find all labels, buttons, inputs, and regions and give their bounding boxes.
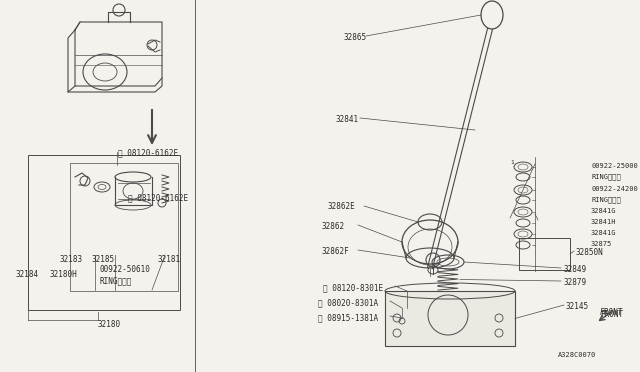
Text: Ⓑ 08120-6162E: Ⓑ 08120-6162E [128,193,188,202]
Text: 32185: 32185 [92,255,115,264]
Text: 32180H: 32180H [50,270,77,279]
Text: RINGリング: RINGリング [591,196,621,203]
Bar [70,163,178,291]
Text: 32862: 32862 [322,222,345,231]
Text: Ⓑ 08020-8301A: Ⓑ 08020-8301A [318,298,378,307]
Text: 32841G: 32841G [591,230,616,236]
Text: 32862E: 32862E [328,202,356,211]
Text: Ⓑ 08120-8301E: Ⓑ 08120-8301E [323,283,383,292]
Text: 32183: 32183 [60,255,83,264]
Text: 32841: 32841 [335,115,358,124]
Bar [28,155,180,310]
Text: Ⓢ 08915-1381A: Ⓢ 08915-1381A [318,313,378,322]
Text: 00922-24200: 00922-24200 [591,186,637,192]
Text: 32145: 32145 [566,302,589,311]
Text: 32879: 32879 [563,278,586,287]
Bar [519,238,570,270]
Text: 32865: 32865 [343,33,366,42]
Text: Ⓑ 08120-6162E: Ⓑ 08120-6162E [118,148,178,157]
Text: 00922-50610: 00922-50610 [100,265,151,274]
Text: A328C0070: A328C0070 [558,352,596,358]
Text: 1: 1 [510,160,514,165]
Text: 32181: 32181 [157,255,180,264]
Text: RINGリング: RINGリング [591,173,621,180]
Text: 32850N: 32850N [576,248,604,257]
Bar [385,291,515,346]
Text: 00922-25000: 00922-25000 [591,163,637,169]
Text: FRONT: FRONT [600,308,623,317]
Text: 32875: 32875 [591,241,612,247]
Text: 32841H: 32841H [591,219,616,225]
Text: 32862F: 32862F [322,247,349,256]
Text: FRONT: FRONT [600,310,623,319]
Text: 32184: 32184 [16,270,39,279]
Text: 32180: 32180 [98,320,121,329]
Text: RINGリング: RINGリング [100,276,132,285]
Text: 32849: 32849 [563,265,586,274]
Text: 32841G: 32841G [591,208,616,214]
